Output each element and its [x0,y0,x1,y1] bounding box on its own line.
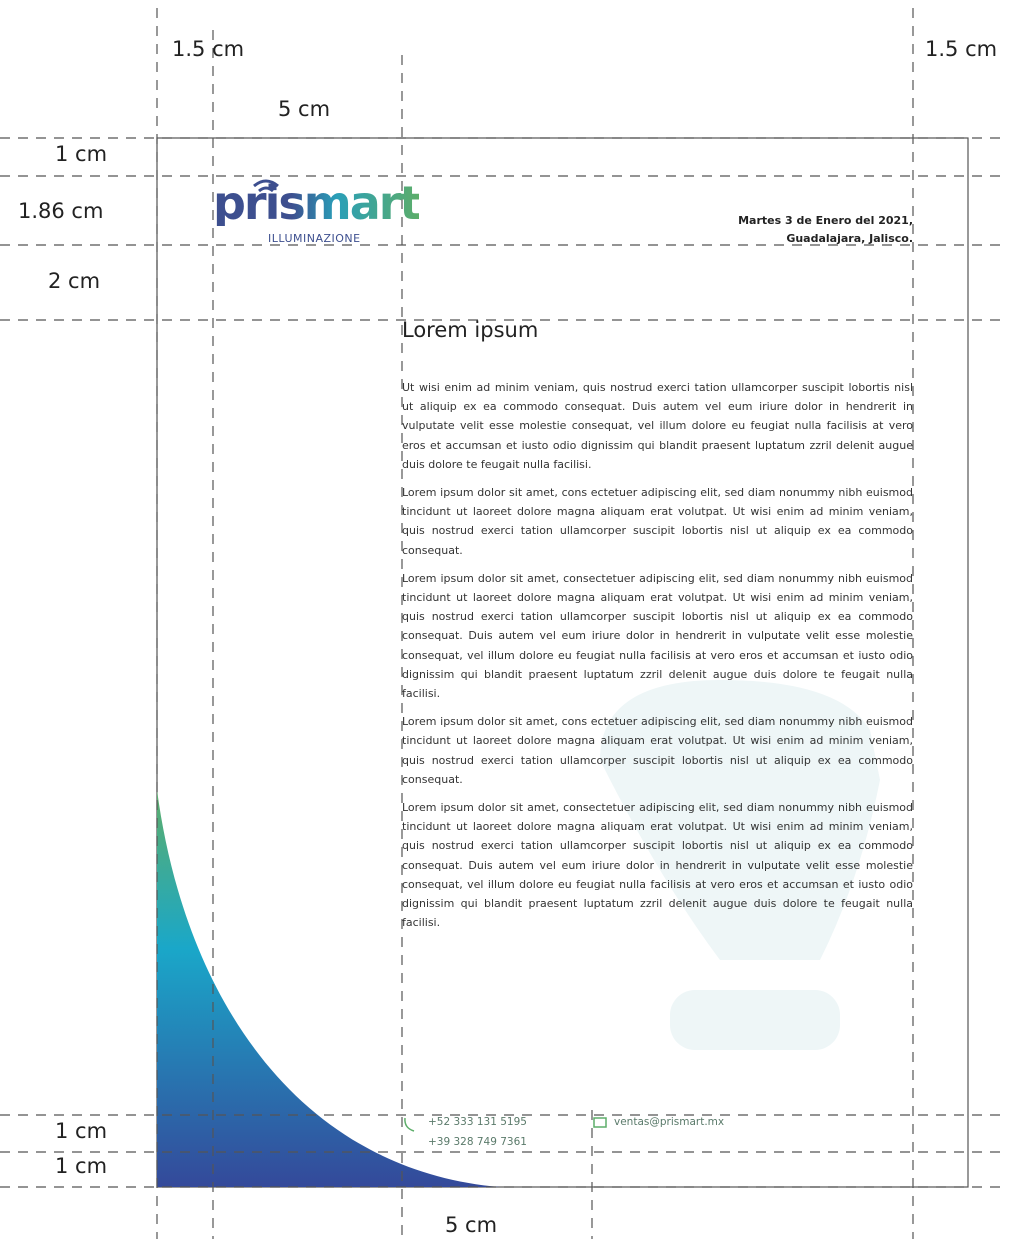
paragraph: Lorem ipsum dolor sit amet, cons ectetue… [402,486,913,557]
dimension-label: 5 cm [278,97,331,121]
logo-wifi [253,179,279,193]
corner-curve [157,790,500,1187]
header-date: Martes 3 de Enero del 2021, [738,214,913,227]
dimension-label: 1 cm [55,1154,108,1178]
dimension-label: 2 cm [48,269,101,293]
footer-icons [404,1117,607,1132]
body-title: Lorem ipsum [402,318,539,342]
paragraph: Lorem ipsum dolor sit amet, consectetuer… [402,571,913,701]
dimension-label: 1 cm [55,1119,108,1143]
dimension-label: 1 cm [55,142,108,166]
logo-name: prismart [213,176,421,230]
footer-phone: +39 328 749 7361 [428,1136,527,1148]
footer-phone: +52 333 131 5195 [428,1116,527,1128]
dimension-label: 1.5 cm [925,37,998,61]
logo-tagline: ILLUMINAZIONE [268,232,361,245]
footer-email: ventas@prismart.mx [614,1116,725,1128]
dimension-label: 5 cm [445,1213,498,1237]
guides [0,8,1000,1239]
paragraph: Lorem ipsum dolor sit amet, cons ectetue… [402,715,913,786]
paragraph: Ut wisi enim ad minim veniam, quis nostr… [402,381,913,471]
header-place: Guadalajara, Jalisco. [786,232,913,245]
dimension-label: 1.5 cm [172,37,245,61]
paragraph: Lorem ipsum dolor sit amet, consectetuer… [402,801,913,930]
dimension-label: 1.86 cm [18,199,104,223]
body-text: Ut wisi enim ad minim veniam, quis nostr… [402,378,913,941]
watermark [600,680,880,1050]
